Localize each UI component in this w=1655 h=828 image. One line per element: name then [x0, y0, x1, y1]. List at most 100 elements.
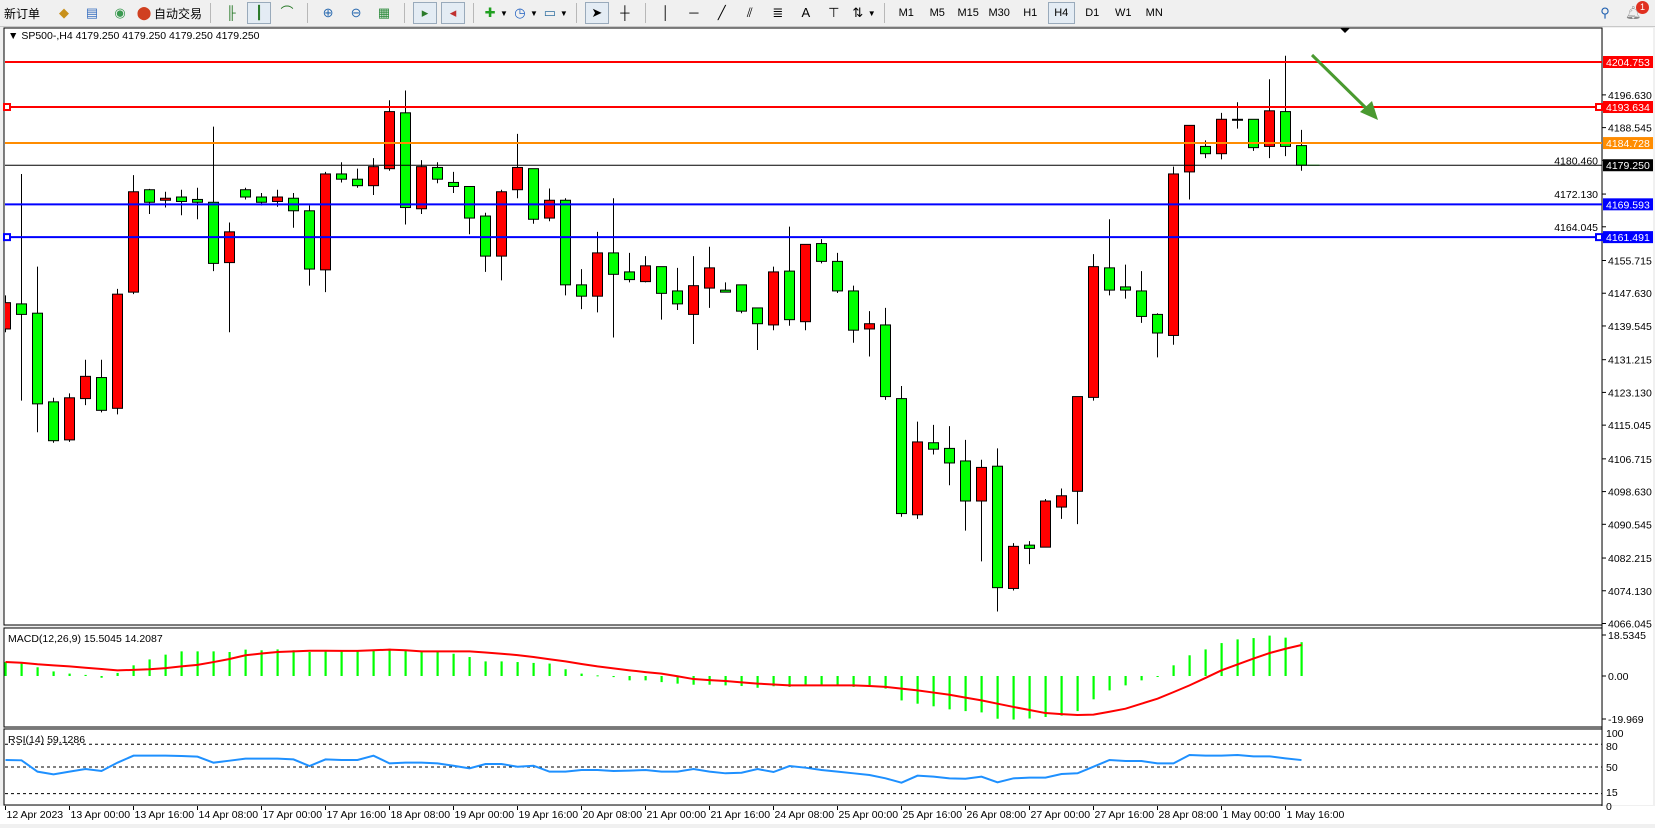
macd-histogram-bar — [868, 676, 871, 687]
period-m1[interactable]: M1 — [898, 7, 914, 19]
horizontal-line-button[interactable]: ─ — [682, 2, 706, 24]
zoom-in-button[interactable]: ⊕ — [316, 2, 340, 24]
vertical-line-button[interactable]: │ — [654, 2, 678, 24]
new-order-button[interactable]: 新订单 — [4, 6, 41, 21]
macd-histogram-bar — [452, 653, 455, 676]
down-arrow-icon[interactable] — [1310, 53, 1378, 120]
text-label-button[interactable]: ⊤ — [822, 2, 846, 24]
period-d1[interactable]: D1 — [1085, 7, 1100, 19]
line-handle-icon — [1595, 233, 1603, 242]
dropdown-caret-icon: ▼ — [500, 8, 508, 18]
candle — [1136, 271, 1147, 323]
period-m5[interactable]: M5 — [929, 7, 945, 19]
macd-histogram-bar — [1140, 676, 1143, 681]
market-watch-button[interactable]: ◆ — [52, 2, 76, 24]
bear-candle-body — [656, 266, 667, 294]
macd-histogram-bar — [628, 676, 631, 681]
bear-candle-body — [560, 199, 571, 286]
bear-candle-body — [848, 290, 859, 331]
toolbar-separator — [307, 3, 309, 23]
auto-trading-button[interactable]: ⬤ 自动交易 — [136, 5, 203, 21]
candle — [96, 359, 107, 413]
macd-histogram-bar — [516, 662, 519, 676]
navigator-button[interactable]: ◉ — [108, 2, 132, 24]
macd-histogram-bar — [388, 648, 391, 676]
data-window-button[interactable]: ▤ — [80, 2, 104, 24]
macd-histogram-bar — [1092, 676, 1095, 700]
candle — [944, 426, 955, 486]
macd-histogram-bar — [772, 676, 775, 687]
price-tick-label: 4082.215 — [1608, 553, 1652, 565]
cursor-button[interactable]: ➤ — [584, 2, 609, 24]
arrows-icon: ⇅ — [852, 5, 864, 20]
candle — [512, 133, 523, 199]
search-button[interactable]: ⚲ — [1593, 2, 1617, 24]
main-chart-panel[interactable] — [3, 27, 1603, 626]
candle — [368, 158, 379, 195]
auto-trading-icon: ⬤ — [136, 5, 152, 20]
equidistant-channel-button[interactable]: ⫽ — [738, 2, 762, 24]
price-tick-label: 4131.215 — [1608, 355, 1652, 367]
price-axis[interactable] — [1603, 28, 1653, 805]
bull-candle-body — [688, 285, 699, 315]
tile-windows-button[interactable]: ▦ — [372, 2, 396, 24]
macd-histogram-bar — [612, 676, 615, 678]
price-tick-label: 4115.045 — [1608, 420, 1651, 432]
candle — [528, 168, 539, 224]
periods-button[interactable]: ◷ ▼ — [512, 2, 538, 24]
time-tick-label: 13 Apr 16:00 — [135, 809, 195, 821]
candle — [976, 459, 987, 562]
templates-button[interactable]: ▭ ▼ — [542, 2, 568, 24]
period-h4[interactable]: H4 — [1047, 2, 1075, 24]
macd-histogram-bar — [660, 676, 663, 683]
candle — [736, 284, 747, 314]
candle — [1216, 112, 1227, 160]
bar-chart-button[interactable]: ╟ — [219, 2, 243, 24]
dropdown-caret-icon: ▼ — [867, 8, 876, 18]
bear-candle-body — [784, 270, 795, 321]
main-toolbar: 新订单 ◆ ▤ ◉ ⬤ 自动交易 ╟ ┃ ⌒ ⊕ ⊖ ▦ ▸ ◂ ✚ ▼ ◷ ▼ ▭ ▼… — [0, 0, 1655, 27]
price-tick-label: 4155.715 — [1608, 256, 1652, 268]
bear-candle-body — [1152, 313, 1163, 334]
bear-candle-body — [928, 442, 939, 450]
crosshair-icon: ┼ — [620, 5, 630, 20]
period-mn[interactable]: MN — [1145, 7, 1163, 19]
fibonacci-icon: ≣ — [772, 5, 784, 20]
market-watch-icon: ◆ — [59, 5, 70, 20]
arrows-button[interactable]: ⇅ ▼ — [850, 2, 876, 24]
period-m15[interactable]: M15 — [957, 7, 979, 19]
candle — [816, 239, 827, 264]
bull-candle-body — [1072, 396, 1083, 492]
time-tick-label: 12 Apr 2023 — [7, 809, 64, 821]
candlestick-button[interactable]: ┃ — [247, 2, 272, 24]
indicators-button[interactable]: ✚ ▼ — [482, 2, 508, 24]
chart-shift-button[interactable]: ◂ — [441, 2, 466, 24]
auto-scroll-button[interactable]: ▸ — [413, 2, 438, 24]
macd-histogram-bar — [596, 675, 599, 677]
chart-shift-marker-icon[interactable] — [1340, 28, 1350, 33]
trendline-button[interactable]: ╱ — [710, 2, 734, 24]
text-button[interactable]: A — [794, 2, 818, 24]
period-m30[interactable]: M30 — [988, 7, 1010, 19]
candle — [400, 90, 411, 225]
time-tick-label: 24 Apr 08:00 — [775, 809, 835, 821]
fibonacci-button[interactable]: ≣ — [766, 2, 790, 24]
price-line-label-bg — [1603, 101, 1653, 114]
bar-chart-icon: ╟ — [226, 5, 236, 20]
period-h1[interactable]: H1 — [1023, 7, 1038, 19]
crosshair-button[interactable]: ┼ — [613, 2, 637, 24]
line-chart-icon: ⌒ — [280, 5, 294, 20]
toolbar-separator — [404, 3, 406, 23]
bear-candle-body — [624, 271, 635, 281]
macd-panel[interactable] — [3, 627, 1603, 728]
zoom-out-button[interactable]: ⊖ — [344, 2, 368, 24]
candle — [960, 439, 971, 531]
notifications-button[interactable]: 🔔︎ 1 — [1621, 1, 1649, 24]
time-axis[interactable] — [0, 806, 1655, 824]
period-w1[interactable]: W1 — [1114, 7, 1132, 19]
macd-signal-line — [5, 644, 1302, 717]
bear-candle-body — [576, 284, 587, 297]
line-chart-button[interactable]: ⌒ — [275, 2, 299, 24]
time-tick-label: 19 Apr 16:00 — [519, 809, 579, 821]
